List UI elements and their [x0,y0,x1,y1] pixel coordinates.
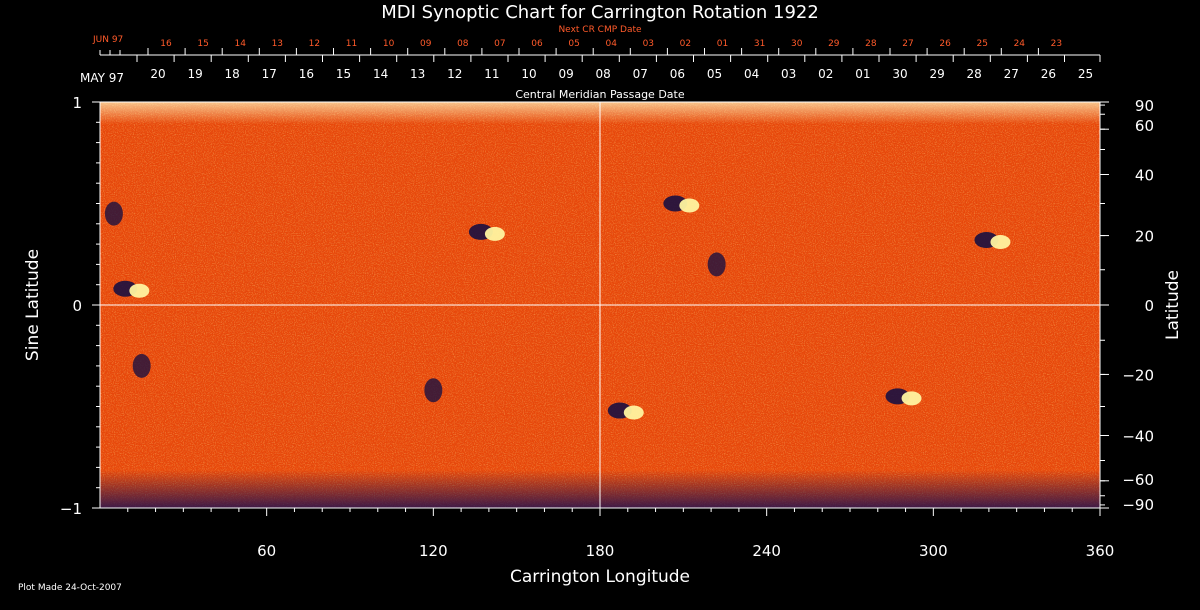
next-cr-axis: Next CR CMP Date JUN 97 16 15 14 13 12 11 10 09… [92,25,1100,56]
next-cr-date-label: 02 [680,39,691,49]
y-right-tick-label: 20 [1135,228,1154,246]
cmp-date-label: 18 [225,67,240,81]
region-positive-patch [129,283,150,298]
y-axis-right: 90 60 40 20 0 −20 −40 −60 −90 [1100,97,1154,514]
next-cr-date-label: 27 [902,39,913,49]
next-cr-date-label: 10 [383,39,395,49]
next-cr-date-label: 14 [234,39,246,49]
cmp-ticks: 20 19 18 17 16 15 14 13 12 11 10 09 08 07 06 05 04 03 02 01… [136,55,1101,81]
cmp-axis: MAY 97 20 19 18 17 16 15 14 13 12 11 10 09 08 07 06 05 0… [80,55,1101,101]
y-left-tick-label: −1 [60,500,82,518]
y-right-tick-label: −90 [1122,496,1154,514]
next-cr-date-label: 29 [828,39,840,49]
next-cr-date-label: 03 [643,39,654,49]
y-right-tick-label: −20 [1122,366,1154,384]
region-positive-patch [990,235,1011,250]
cmp-date-label: 20 [150,67,165,81]
next-cr-date-label: 09 [420,39,432,49]
region-positive-patch [901,391,922,406]
region-positive-patch [679,198,700,213]
chart-title: MDI Synoptic Chart for Carrington Rotati… [381,2,819,23]
cmp-date-label: 16 [299,67,314,81]
x-tick-label: 360 [1086,542,1115,560]
cmp-date-label: 28 [967,67,982,81]
y-right-tick-label: 0 [1144,297,1154,315]
cmp-date-label: 06 [670,67,685,81]
cmp-date-label: 12 [447,67,462,81]
cmp-axis-label: Central Meridian Passage Date [515,88,684,101]
cmp-date-label: 14 [373,67,388,81]
cmp-date-label: 07 [633,67,648,81]
cmp-date-label: 25 [1078,67,1093,81]
next-cr-ticks: 16 15 14 13 12 11 10 09 08 07 06 05 04 03 02 01 31 30 29 28… [99,39,1062,55]
region-negative-patch [424,378,443,403]
y-left-tick-label: 0 [72,297,82,315]
cmp-date-label: 05 [707,67,722,81]
next-cr-date-label: 23 [1051,39,1062,49]
cmp-date-label: 29 [929,67,944,81]
next-cr-date-label: 08 [457,39,469,49]
cmp-date-label: 03 [781,67,796,81]
next-cr-date-label: 28 [865,39,877,49]
next-cr-date-label: 13 [272,39,283,49]
next-cr-date-label: 31 [754,39,765,49]
y-left-tick-label: 1 [72,94,82,112]
next-cr-month-label: JUN 97 [92,35,123,45]
x-tick-label: 60 [257,542,276,560]
cmp-date-label: 19 [187,67,202,81]
next-cr-date-label: 30 [791,39,803,49]
next-cr-date-label: 04 [605,39,617,49]
y-right-tick-label: 90 [1135,97,1154,115]
x-tick-label: 180 [586,542,615,560]
next-cr-date-label: 25 [976,39,987,49]
region-positive-patch [484,226,505,241]
next-cr-date-label: 01 [717,39,728,49]
y-axis-left-label: Sine Latitude [23,249,43,361]
cmp-date-label: 30 [892,67,907,81]
region-negative-patch [707,252,726,277]
x-axis-label: Carrington Longitude [510,567,690,587]
cmp-date-label: 08 [596,67,611,81]
cmp-date-label: 10 [521,67,536,81]
next-cr-date-label: 07 [494,39,505,49]
x-tick-label: 240 [752,542,781,560]
cmp-date-label: 17 [262,67,277,81]
region-negative-patch [104,201,123,226]
y-right-tick-label: −60 [1122,471,1154,489]
x-tick-label: 300 [919,542,948,560]
next-cr-date-label: 15 [197,39,208,49]
next-cr-date-label: 16 [160,39,172,49]
cmp-date-label: 26 [1041,67,1056,81]
next-cr-date-label: 05 [568,39,579,49]
cmp-date-label: 09 [558,67,573,81]
next-cr-date-label: 06 [531,39,543,49]
active-regions [104,195,1011,420]
x-tick-label: 120 [419,542,448,560]
y-axis-left: 1 0 −1 [60,94,100,518]
cmp-date-label: 02 [818,67,833,81]
cmp-date-label: 15 [336,67,351,81]
region-negative-patch [132,353,151,378]
cmp-date-label: 01 [855,67,870,81]
cmp-date-label: 27 [1004,67,1019,81]
plot-made-footer: Plot Made 24-Oct-2007 [18,583,122,593]
cmp-date-label: 11 [484,67,499,81]
next-cr-date-label: 26 [939,39,951,49]
cmp-date-label: 04 [744,67,759,81]
y-right-tick-label: −40 [1122,427,1154,445]
y-right-tick-label: 60 [1135,117,1154,135]
x-axis: 60 120 180 240 300 360 [127,508,1115,560]
cmp-date-label: 13 [410,67,425,81]
next-cr-date-label: 11 [346,39,357,49]
cmp-month-label: MAY 97 [80,71,124,85]
region-positive-patch [623,405,644,420]
next-cr-date-label: 12 [309,39,320,49]
y-right-tick-label: 40 [1135,167,1154,185]
y-axis-right-label: Latitude [1163,270,1183,340]
next-cr-date-label: 24 [1014,39,1026,49]
next-cr-label: Next CR CMP Date [558,25,642,35]
